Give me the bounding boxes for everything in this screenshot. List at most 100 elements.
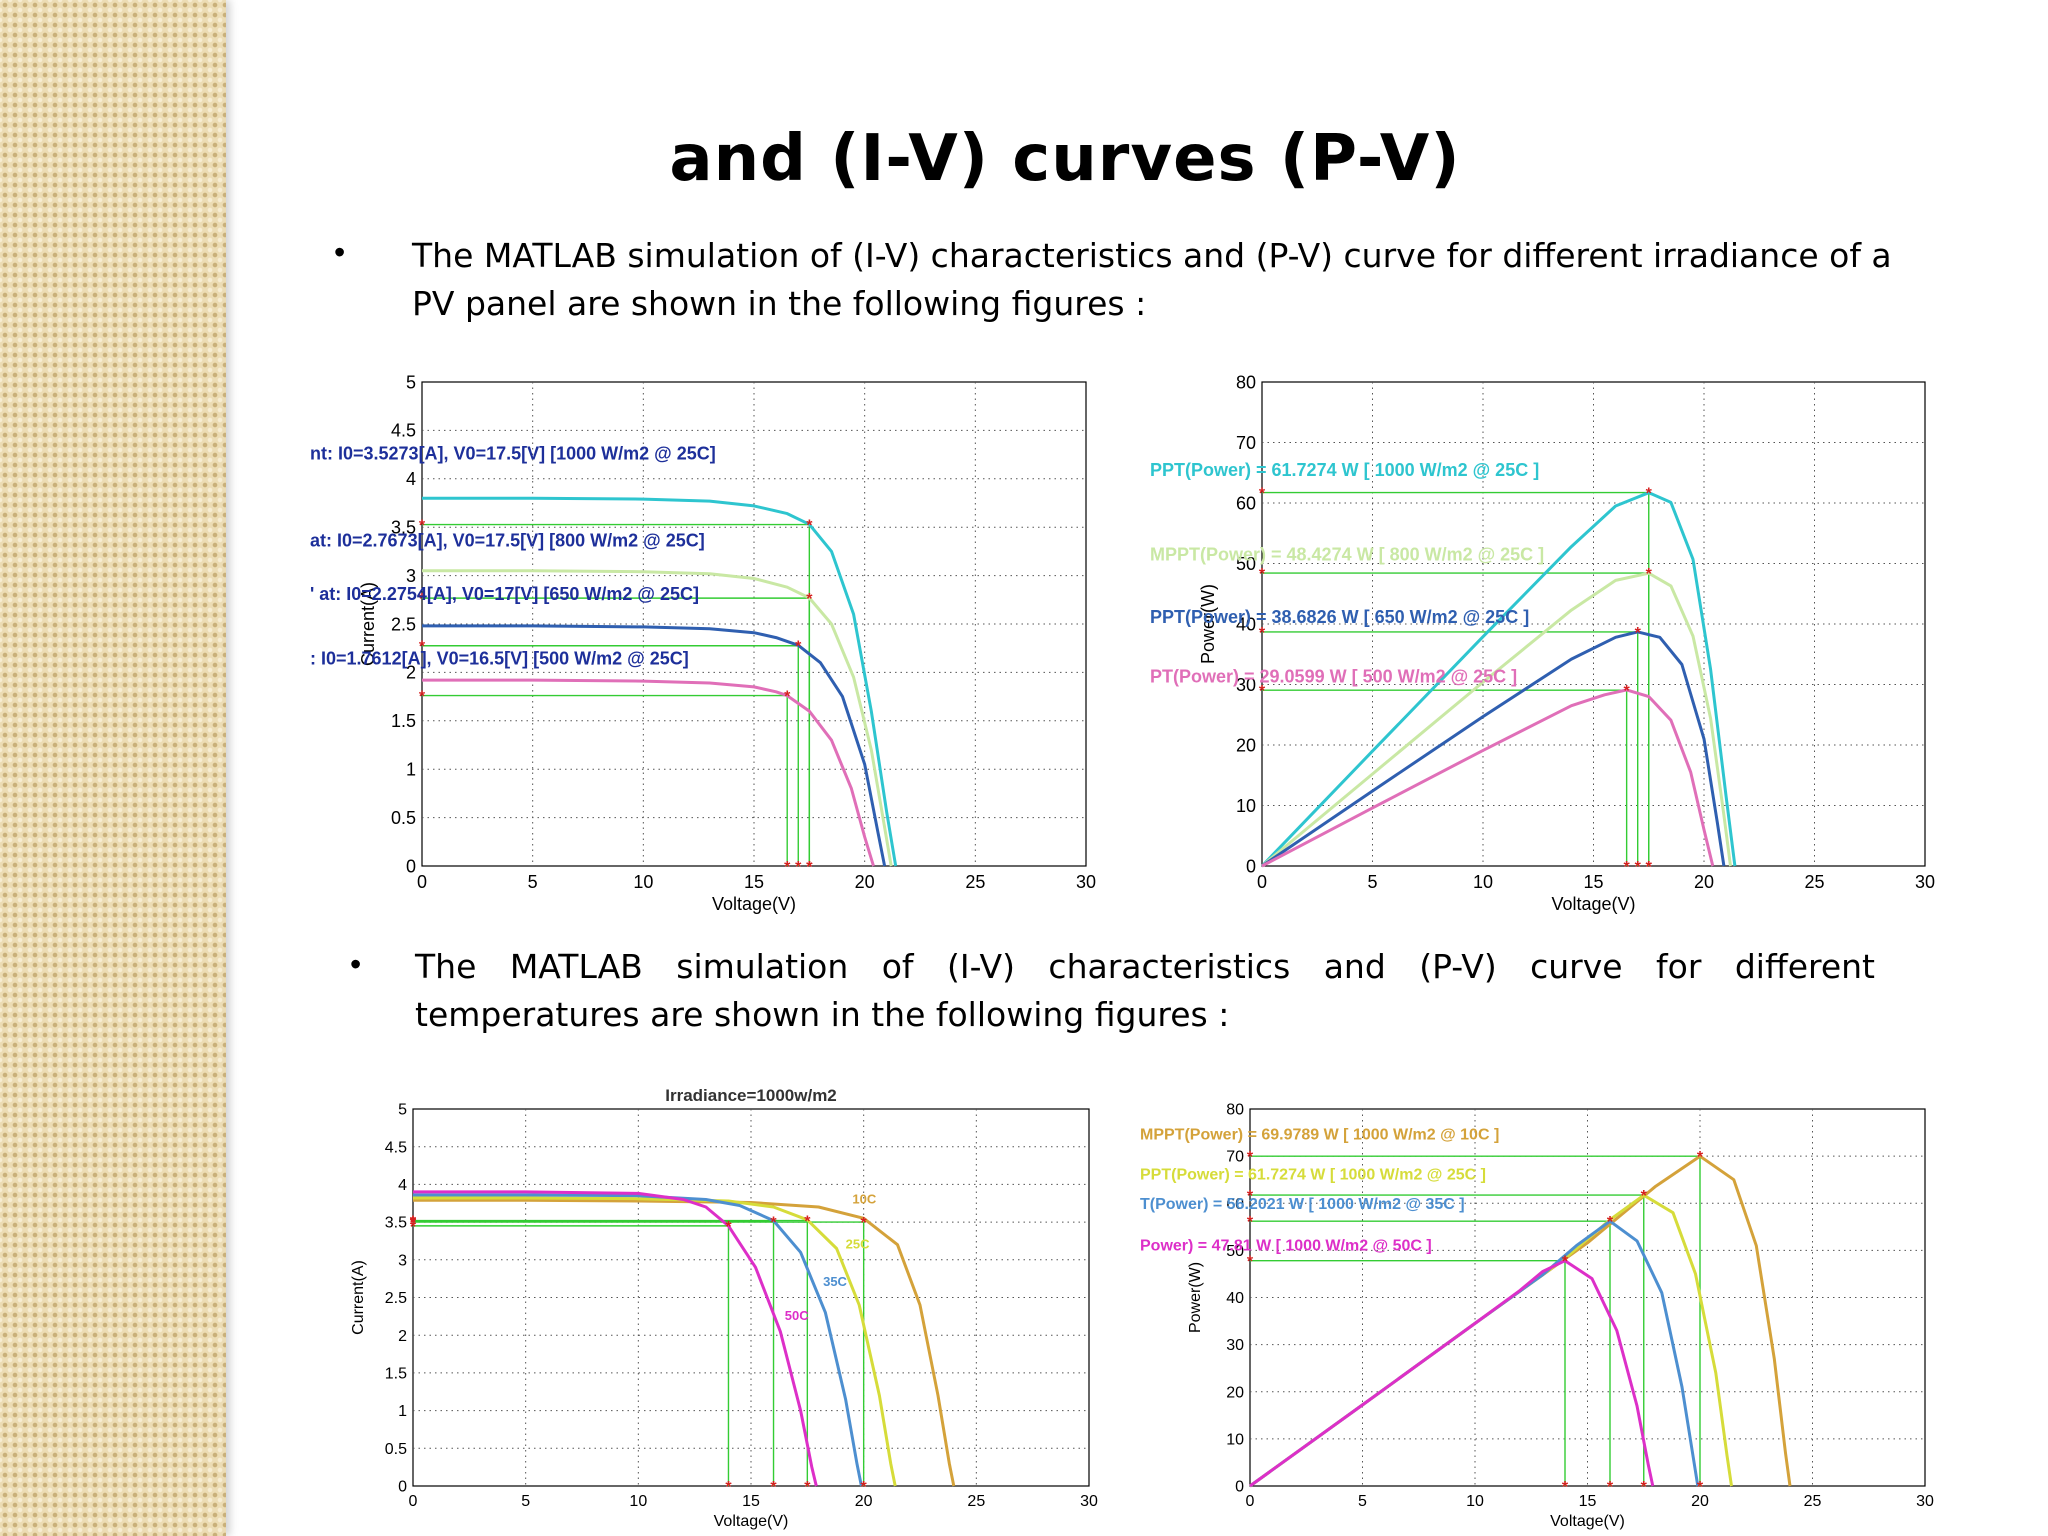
mpp-axis-marker: * [1247, 1149, 1254, 1166]
mpp-axis-marker: * [1259, 683, 1266, 700]
pv-temperature-chart: 0 5 10 15 20 25 30 0 10 20 30 40 50 60 70 80 Voltage(V) P… [1140, 1102, 1934, 1530]
mpp-axis-marker: * [1259, 625, 1266, 642]
mpp-annotation: PPT(Power) = 61.7274 W [ 1000 W/m2 @ 25C… [1140, 1167, 1486, 1184]
x-tick-label: 10 [1473, 872, 1493, 892]
mpp-marker: * [806, 591, 813, 608]
mpp-marker: * [1635, 625, 1642, 642]
x-tick-label: 15 [1583, 872, 1603, 892]
y-tick-label: 1.5 [385, 1366, 407, 1383]
y-tick-label: 2 [398, 1328, 407, 1345]
x-axis-label: Voltage(V) [712, 894, 796, 914]
mpp-axis-marker: * [1247, 1188, 1254, 1205]
y-tick-label: 10 [1226, 1431, 1244, 1448]
mpp-marker: * [1646, 486, 1653, 503]
y-tick-label: 5 [398, 1102, 407, 1119]
mpp-marker: * [806, 518, 813, 535]
y-tick-label: 70 [1226, 1149, 1244, 1166]
bullet-marker-2: • [350, 946, 362, 982]
series-line-4 [1261, 688, 1715, 868]
y-tick-label: 30 [1226, 1337, 1244, 1354]
mpp-axis-marker: * [1697, 1479, 1704, 1496]
series-line-2 [422, 569, 893, 867]
x-tick-label: 10 [1466, 1493, 1484, 1510]
mpp-axis-marker: * [725, 1479, 732, 1496]
y-tick-label: 0.5 [385, 1441, 407, 1458]
y-tick-label: 4 [406, 469, 416, 489]
bullet-2-text: The MATLAB simulation of (I-V) character… [415, 943, 1875, 1039]
y-tick-label: 60 [1236, 493, 1256, 513]
y-tick-label: 4 [398, 1177, 407, 1194]
mpp-axis-marker: * [795, 859, 802, 876]
series-line-1 [1260, 491, 1737, 868]
mpp-annotation: Power) = 47.81 W [ 1000 W/m2 @ 50C ] [1140, 1237, 1432, 1254]
x-tick-label: 5 [1358, 1493, 1367, 1510]
mpp-marker: * [1697, 1149, 1704, 1166]
mpp-axis-marker: * [419, 689, 426, 706]
x-tick-label: 20 [855, 1493, 873, 1510]
mpp-annotation: nt: I0=3.5273[A], V0=17.5[V] [1000 W/m2 … [310, 443, 716, 463]
series-line-25C [413, 1196, 897, 1487]
y-tick-label: 2.5 [385, 1290, 407, 1307]
curve-label: 25C [846, 1236, 870, 1251]
mpp-annotation: MPPT(Power) = 48.4274 W [ 800 W/m2 @ 25C… [1150, 544, 1544, 564]
mpp-axis-marker: * [410, 1215, 417, 1232]
y-tick-label: 1 [406, 760, 416, 780]
mpp-axis-marker: * [419, 639, 426, 656]
mpp-axis-marker: * [806, 859, 813, 876]
mpp-marker: * [725, 1219, 732, 1236]
mpp-marker: * [1607, 1214, 1614, 1231]
curve-label: 35C [823, 1274, 847, 1289]
y-tick-label: 0 [406, 856, 416, 876]
mpp-annotation: PPT(Power) = 38.6826 W [ 650 W/m2 @ 25C … [1150, 607, 1529, 627]
pv-irradiance-chart: 0 5 10 15 20 25 30 0 10 20 30 40 50 60 70 80 Voltage(V) P… [1150, 372, 1935, 914]
y-tick-label: 50 [1226, 1243, 1244, 1260]
y-tick-label: 3 [398, 1252, 407, 1269]
y-tick-label: 0.5 [391, 808, 416, 828]
bullet-marker-1: • [334, 234, 346, 270]
mpp-annotation: MPPT(Power) = 69.9789 W [ 1000 W/m2 @ 10… [1140, 1127, 1499, 1144]
x-tick-label: 5 [521, 1493, 530, 1510]
y-tick-label: 2.5 [391, 614, 416, 634]
mpp-marker: * [770, 1214, 777, 1231]
series-line-1 [422, 496, 898, 867]
x-tick-label: 25 [967, 1493, 985, 1510]
x-tick-label: 30 [1080, 1493, 1098, 1510]
series-line-50C [413, 1190, 818, 1487]
x-tick-label: 30 [1076, 872, 1096, 892]
mpp-axis-marker: * [1635, 859, 1642, 876]
y-tick-label: 2 [406, 663, 416, 683]
mpp-axis-marker: * [410, 1214, 417, 1231]
x-tick-label: 10 [629, 1493, 647, 1510]
mpp-axis-marker: * [804, 1479, 811, 1496]
y-tick-label: 1 [398, 1403, 407, 1420]
y-tick-label: 40 [1236, 614, 1256, 634]
series-line-35C [413, 1193, 863, 1487]
x-tick-label: 15 [742, 1493, 760, 1510]
x-tick-label: 5 [1367, 872, 1377, 892]
y-axis-label: Power(W) [1187, 1262, 1204, 1333]
mpp-axis-marker: * [419, 518, 426, 535]
x-tick-label: 5 [528, 872, 538, 892]
x-tick-label: 30 [1916, 1493, 1934, 1510]
mpp-axis-marker: * [1646, 859, 1653, 876]
x-tick-label: 0 [409, 1493, 418, 1510]
mpp-annotation: PT(Power) = 29.0599 W [ 500 W/m2 @ 25C ] [1150, 667, 1517, 687]
y-tick-label: 3.5 [385, 1215, 407, 1232]
y-tick-label: 40 [1226, 1290, 1244, 1307]
y-tick-label: 70 [1236, 433, 1256, 453]
y-tick-label: 1.5 [391, 711, 416, 731]
series-line-10C [413, 1198, 956, 1487]
mpp-axis-marker: * [1259, 566, 1266, 583]
chart-title: Irradiance=1000w/m2 [665, 1086, 837, 1105]
decorative-side-border [0, 0, 226, 1536]
x-tick-label: 25 [1804, 1493, 1822, 1510]
series-line-3 [1261, 630, 1726, 868]
mpp-marker: * [861, 1215, 868, 1232]
bullet-1-text: The MATLAB simulation of (I-V) character… [412, 236, 1892, 323]
curve-label: 10C [852, 1191, 876, 1206]
mpp-axis-marker: * [1562, 1479, 1569, 1496]
y-tick-label: 20 [1226, 1384, 1244, 1401]
y-tick-label: 10 [1236, 796, 1256, 816]
mpp-axis-marker: * [410, 1214, 417, 1231]
y-tick-label: 30 [1236, 675, 1256, 695]
